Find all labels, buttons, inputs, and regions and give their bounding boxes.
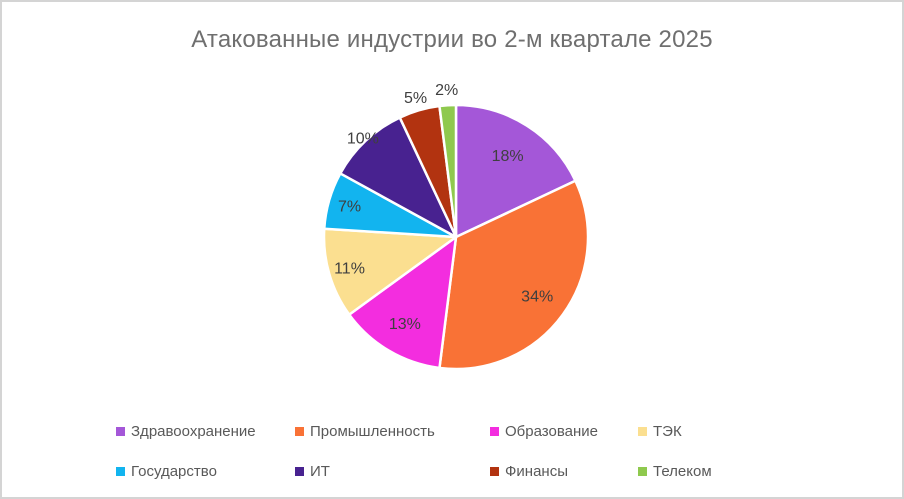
legend-label: ИТ bbox=[310, 462, 330, 480]
pie-percent-label-0: 18% bbox=[492, 148, 524, 165]
chart-title: Атакованные индустрии во 2-м квартале 20… bbox=[191, 26, 713, 53]
legend-swatch-icon bbox=[295, 426, 304, 436]
legend-swatch-icon bbox=[638, 426, 647, 436]
pie-percent-label-1: 34% bbox=[521, 289, 553, 306]
pie-slice-5 bbox=[339, 116, 458, 239]
pie-percent-label-2: 13% bbox=[389, 316, 421, 333]
pie-slice-1 bbox=[438, 179, 590, 371]
legend-item-4: Государство bbox=[116, 463, 295, 480]
legend-item-3: ТЭК bbox=[638, 423, 768, 440]
legend-label: Образование bbox=[505, 422, 598, 440]
pie-slice-2 bbox=[347, 235, 458, 370]
legend-swatch-icon bbox=[490, 466, 499, 476]
legend-label: Телеком bbox=[653, 462, 712, 480]
legend-item-6: Финансы bbox=[490, 463, 638, 480]
pie-percent-label-4: 7% bbox=[338, 199, 361, 216]
pie-slice-7 bbox=[438, 103, 458, 239]
legend-swatch-icon bbox=[295, 466, 304, 476]
chart-legend: Здравоохранение Промышленность Образование… bbox=[116, 419, 768, 483]
pie-percent-label-7: 2% bbox=[435, 82, 458, 99]
legend-item-2: Образование bbox=[490, 423, 638, 440]
legend-swatch-icon bbox=[490, 426, 499, 436]
pie-percent-label-3: 11% bbox=[334, 260, 365, 277]
legend-label: Финансы bbox=[505, 462, 568, 480]
legend-item-7: Телеком bbox=[638, 463, 768, 480]
pie-percent-label-6: 5% bbox=[404, 90, 427, 107]
legend-item-5: ИТ bbox=[295, 463, 490, 480]
legend-swatch-icon bbox=[116, 426, 125, 436]
pie-slice-3 bbox=[322, 227, 458, 316]
legend-label: Промышленность bbox=[310, 422, 435, 440]
legend-item-0: Здравоохранение bbox=[116, 423, 295, 440]
legend-label: Государство bbox=[131, 462, 217, 480]
legend-item-1: Промышленность bbox=[295, 423, 490, 440]
legend-label: Здравоохранение bbox=[131, 422, 256, 440]
pie-percent-label-5: 10% bbox=[347, 130, 379, 147]
pie-slice-0 bbox=[454, 103, 577, 239]
legend-swatch-icon bbox=[638, 466, 647, 476]
legend-label: ТЭК bbox=[653, 422, 682, 440]
legend-swatch-icon bbox=[116, 466, 125, 476]
